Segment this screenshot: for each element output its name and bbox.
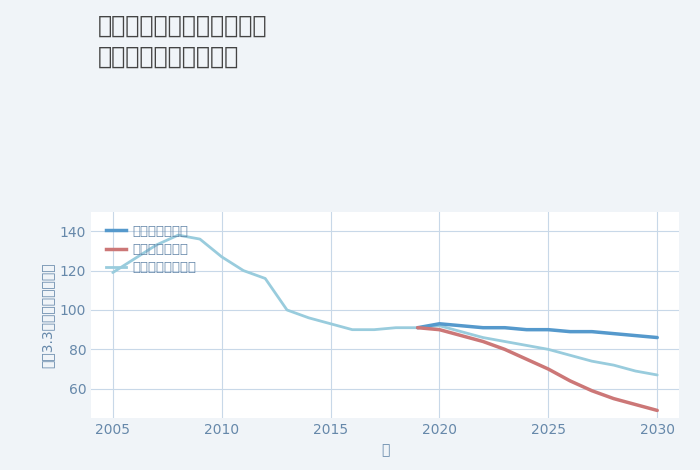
X-axis label: 年: 年 bbox=[381, 443, 389, 457]
Text: 兵庫県豊岡市出石町東條の
中古戸建ての価格推移: 兵庫県豊岡市出石町東條の 中古戸建ての価格推移 bbox=[98, 14, 267, 69]
Legend: グッドシナリオ, バッドシナリオ, ノーマルシナリオ: グッドシナリオ, バッドシナリオ, ノーマルシナリオ bbox=[104, 222, 199, 277]
Y-axis label: 坪（3.3㎡）単価（万円）: 坪（3.3㎡）単価（万円） bbox=[40, 262, 54, 368]
